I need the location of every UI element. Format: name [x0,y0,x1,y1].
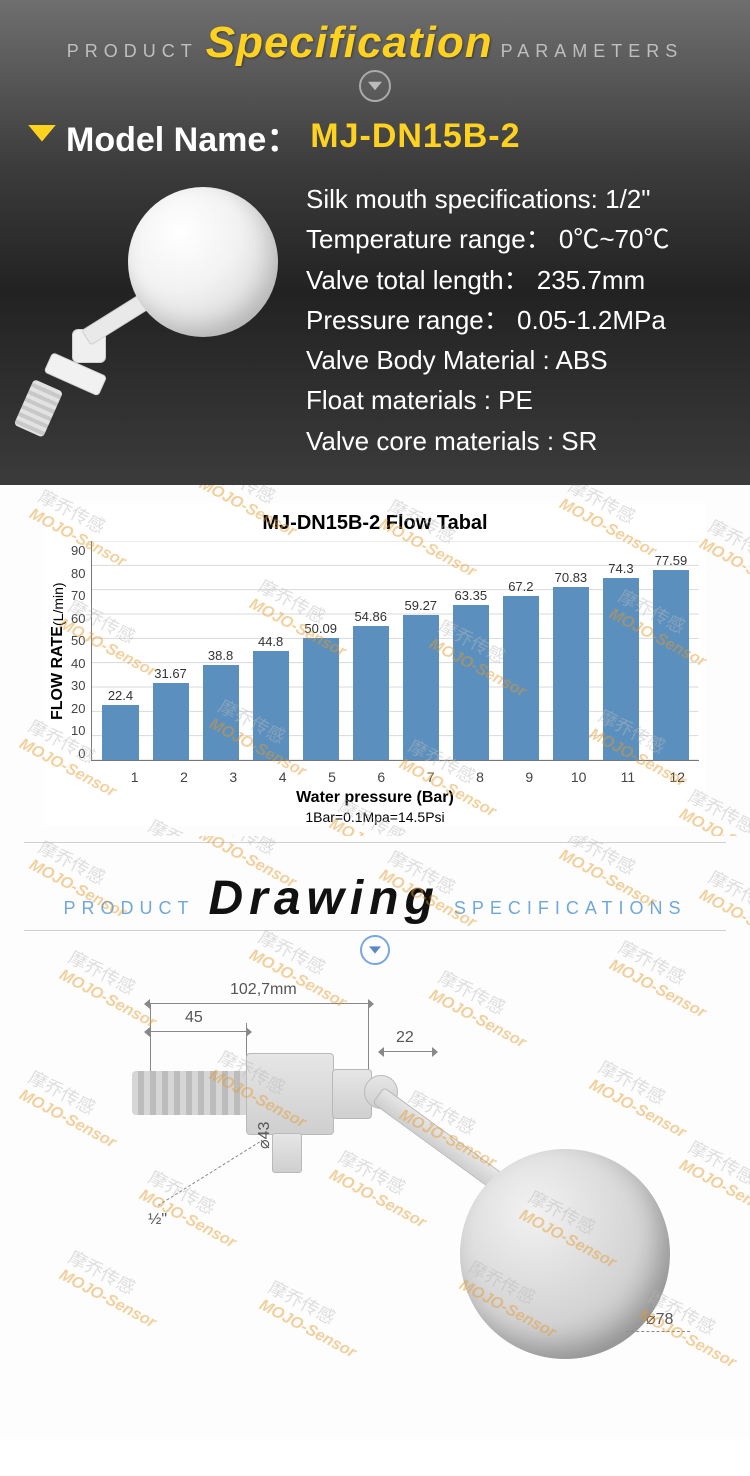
chevron-down-icon [28,117,56,156]
specification-kicker: PRODUCT Specification PARAMETERS [28,18,722,68]
y-tick: 30 [71,678,85,693]
kicker-lead: PRODUCT [67,41,198,62]
bar-value: 70.83 [555,570,588,587]
dim-line [384,1051,432,1052]
chevron-down-icon [360,935,390,965]
y-tick: 20 [71,701,85,716]
bar-value: 67.2 [508,579,533,596]
spec-row: Float materials : PE [306,380,722,420]
model-line: Model Name： MJ-DN15B-2 [28,112,722,161]
model-label: Model Name： [66,112,300,161]
bar-value: 74.3 [608,561,633,578]
x-tick: 5 [314,769,349,785]
bar-value: 77.59 [655,553,688,570]
bar-value: 59.27 [404,598,437,615]
x-tick: 10 [561,769,596,785]
x-tick: 9 [512,769,547,785]
x-tick: 2 [166,769,201,785]
valve-float [128,187,278,337]
specification-panel: PRODUCT Specification PARAMETERS Model N… [0,0,750,485]
valve-outlet [272,1133,302,1173]
valve-thread [14,379,64,438]
drawing-section: PRODUCT Drawing SPECIFICATIONS 102,7mm 4… [0,836,750,1439]
y-axis-ticks: 9080706050403020100 [69,541,91,761]
divider [24,930,726,931]
bar-value: 38.8 [208,648,233,665]
float-ball [460,1149,670,1359]
bar: 31.67 [153,683,189,760]
bar: 54.86 [353,626,389,760]
dim-seg-a: 45 [185,1009,203,1027]
divider [24,842,726,843]
y-axis-label-main: FLOW RATE [49,626,67,720]
model-value: MJ-DN15B-2 [310,117,520,156]
spec-row: Valve core materials : SR [306,421,722,461]
spec-list: Silk mouth specifications: 1/2"Temperatu… [306,179,722,461]
y-tick: 80 [71,566,85,581]
bar-value: 22.4 [108,688,133,705]
spec-row: Silk mouth specifications: 1/2" [306,179,722,219]
x-tick: 6 [364,769,399,785]
flow-chart-section: MJ-DN15B-2 Flow Tabal FLOW RATE (L/min) … [0,485,750,836]
dim-line [150,1031,246,1032]
product-photo [28,179,288,439]
x-tick: 11 [610,769,645,785]
bar-value: 63.35 [455,588,488,605]
spec-row: Valve Body Material : ABS [306,340,722,380]
kicker-accent: Specification [206,18,493,68]
y-tick: 40 [71,656,85,671]
kicker-trail: PARAMETERS [501,41,684,62]
spec-row: Temperature range： 0℃~70℃ [306,219,722,259]
x-axis-label-main: Water pressure (Bar) [296,789,454,806]
x-tick: 3 [216,769,251,785]
dim-arm-w: 22 [396,1029,414,1047]
chevron-down-icon [359,70,391,102]
spec-row: Valve total length： 235.7mm [306,260,722,300]
bar-value: 31.67 [154,666,187,683]
dim-ext [368,1003,369,1073]
bar-value: 44.8 [258,634,283,651]
kicker-arrow [28,70,722,102]
bar: 70.83 [553,587,589,760]
spec-row: Pressure range： 0.05-1.2MPa [306,300,722,340]
dim-body-dia: ⌀43 [254,1122,274,1149]
